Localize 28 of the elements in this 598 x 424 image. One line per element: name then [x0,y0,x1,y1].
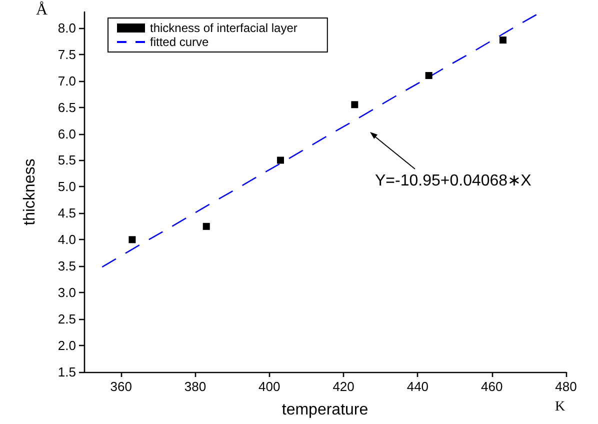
legend-label: thickness of interfacial layer [150,21,298,35]
y-tick-label: 6.5 [58,100,76,115]
y-tick-label: 8.0 [58,20,76,36]
y-tick-label: 6.0 [58,126,76,142]
annotation: Y=-10.95+0.04068∗X [375,172,532,190]
x-tick-label: 420 [332,379,354,394]
x-tick-label: 480 [555,379,577,394]
y-tick-label: 3.0 [58,285,76,300]
y-tick-label: 3.5 [58,258,76,274]
y-tick-label: 2.0 [58,338,76,354]
y-tick-label: 2.5 [58,312,76,327]
legend-label: fitted curve [150,35,210,49]
text: Å [36,0,48,18]
x-tick-label: 400 [258,379,280,394]
x-axis-title: temperature [282,402,368,418]
y-tick-label: 7.0 [58,73,76,88]
x-tick-label: 380 [184,379,206,394]
y-tick-label: 5.0 [58,179,76,194]
y-tick-label: 5.5 [58,152,76,168]
y-tick-label: 7.5 [58,46,76,62]
x-tick-label: 460 [480,379,503,394]
x-tick-label: 360 [110,379,132,394]
y-tick-label: 4.5 [58,206,76,221]
text: K [555,400,566,414]
x-tick-label: 440 [406,379,429,394]
y-tick-label: 4.0 [58,232,76,248]
y-axis-title: thickness [22,158,38,226]
y-tick-label: 1.5 [58,364,76,380]
